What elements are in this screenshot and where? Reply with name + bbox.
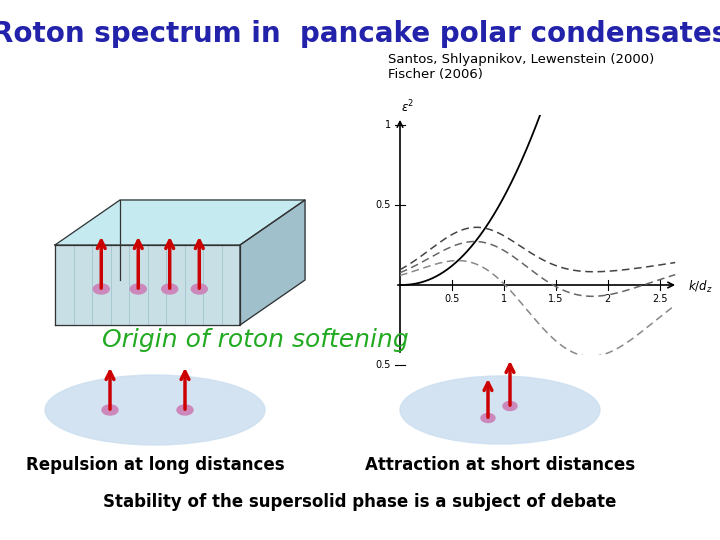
Ellipse shape bbox=[481, 414, 495, 422]
Text: 0.5: 0.5 bbox=[376, 360, 391, 370]
Text: $k/d_z$: $k/d_z$ bbox=[688, 279, 713, 295]
Text: 1.5: 1.5 bbox=[548, 294, 564, 304]
Text: 2.5: 2.5 bbox=[652, 294, 667, 304]
Text: 0.5: 0.5 bbox=[376, 200, 391, 210]
Ellipse shape bbox=[177, 405, 193, 415]
Text: 2: 2 bbox=[605, 294, 611, 304]
Text: Attraction at short distances: Attraction at short distances bbox=[365, 456, 635, 474]
Polygon shape bbox=[240, 200, 305, 325]
Ellipse shape bbox=[192, 284, 207, 294]
Ellipse shape bbox=[130, 284, 146, 294]
Text: 1: 1 bbox=[501, 294, 507, 304]
Text: $\epsilon^2$: $\epsilon^2$ bbox=[401, 98, 415, 115]
Text: Origin of roton softening: Origin of roton softening bbox=[102, 328, 408, 352]
Text: Roton spectrum in  pancake polar condensates: Roton spectrum in pancake polar condensa… bbox=[0, 20, 720, 48]
Ellipse shape bbox=[503, 402, 517, 410]
Text: Repulsion at long distances: Repulsion at long distances bbox=[26, 456, 284, 474]
Polygon shape bbox=[55, 245, 240, 325]
Ellipse shape bbox=[45, 375, 265, 445]
Text: Stability of the supersolid phase is a subject of debate: Stability of the supersolid phase is a s… bbox=[103, 493, 617, 511]
Ellipse shape bbox=[94, 284, 109, 294]
Polygon shape bbox=[55, 200, 305, 245]
Ellipse shape bbox=[400, 376, 600, 444]
Ellipse shape bbox=[162, 284, 178, 294]
Text: 1: 1 bbox=[385, 120, 391, 130]
Text: 0.5: 0.5 bbox=[444, 294, 459, 304]
Text: Santos, Shlyapnikov, Lewenstein (2000)
Fischer (2006): Santos, Shlyapnikov, Lewenstein (2000) F… bbox=[388, 53, 654, 81]
Ellipse shape bbox=[102, 405, 118, 415]
